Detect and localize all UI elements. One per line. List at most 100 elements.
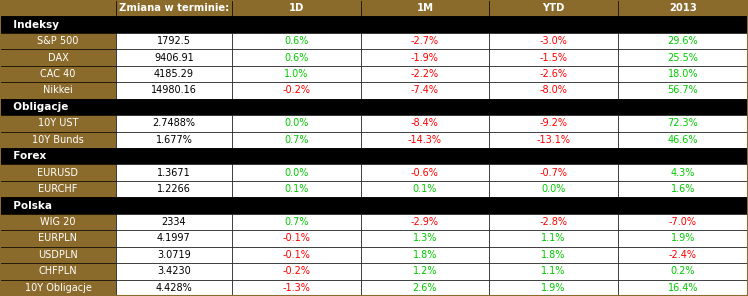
Bar [361,263,489,279]
Bar [489,263,618,279]
Bar [116,181,232,197]
Bar [361,66,489,82]
Bar [116,165,232,181]
Text: -7.4%: -7.4% [411,86,439,95]
Bar [489,279,618,296]
Bar [116,131,232,148]
Text: 1.3671: 1.3671 [157,168,191,178]
Bar [232,82,361,99]
Bar [116,0,232,17]
Bar [618,181,748,197]
Bar [618,66,748,82]
Text: 3.0719: 3.0719 [157,250,191,260]
Bar [489,115,618,131]
Bar [0,165,116,181]
Text: Forex: Forex [6,151,46,161]
Text: -2.8%: -2.8% [539,217,568,227]
Bar [618,33,748,49]
Bar [116,66,232,82]
Text: -0.1%: -0.1% [282,250,310,260]
Bar [361,0,489,17]
Text: 1.8%: 1.8% [542,250,565,260]
Bar [0,66,116,82]
Bar [116,279,232,296]
Bar [361,131,489,148]
Bar [0,181,116,197]
Bar [361,181,489,197]
Bar [116,263,232,279]
Bar [489,49,618,66]
Bar [116,33,232,49]
Bar [489,33,618,49]
Text: 4.428%: 4.428% [156,283,192,293]
Bar [0,131,116,148]
Bar [489,0,618,17]
Text: -13.1%: -13.1% [536,135,571,145]
Text: 4.1997: 4.1997 [157,234,191,243]
Bar [232,131,361,148]
Text: 2013: 2013 [669,3,697,13]
Text: 3.4230: 3.4230 [157,266,191,276]
Text: -2.2%: -2.2% [411,69,439,79]
Bar [0,17,748,33]
Text: 1.1%: 1.1% [542,266,565,276]
Text: 1.6%: 1.6% [671,184,695,194]
Text: CHFPLN: CHFPLN [39,266,77,276]
Text: 1.1%: 1.1% [542,234,565,243]
Bar [618,263,748,279]
Bar [361,214,489,230]
Text: 1M: 1M [417,3,433,13]
Text: Polska: Polska [6,201,52,210]
Text: -8.0%: -8.0% [539,86,568,95]
Bar [232,181,361,197]
Text: 72.3%: 72.3% [667,118,699,128]
Bar [232,263,361,279]
Text: 9406.91: 9406.91 [154,53,194,62]
Bar [618,115,748,131]
Text: 4185.29: 4185.29 [154,69,194,79]
Text: -0.6%: -0.6% [411,168,439,178]
Bar [232,0,361,17]
Text: 1.9%: 1.9% [542,283,565,293]
Text: -14.3%: -14.3% [408,135,442,145]
Bar [489,66,618,82]
Text: DAX: DAX [48,53,68,62]
Text: 0.7%: 0.7% [284,217,308,227]
Bar [0,230,116,247]
Text: 0.0%: 0.0% [284,118,308,128]
Text: 10Y Bunds: 10Y Bunds [32,135,84,145]
Text: 0.2%: 0.2% [671,266,695,276]
Text: 1.2%: 1.2% [413,266,437,276]
Bar [116,230,232,247]
Bar [0,33,116,49]
Bar [0,263,116,279]
Text: -3.0%: -3.0% [539,36,568,46]
Text: 0.6%: 0.6% [284,53,308,62]
Text: 1D: 1D [289,3,304,13]
Text: S&P 500: S&P 500 [37,36,79,46]
Text: EURPLN: EURPLN [38,234,78,243]
Bar [489,181,618,197]
Bar [361,247,489,263]
Bar [361,115,489,131]
Bar [361,230,489,247]
Bar [232,66,361,82]
Bar [116,49,232,66]
Bar [618,0,748,17]
Text: YTD: YTD [542,3,565,13]
Bar [0,279,116,296]
Text: 1792.5: 1792.5 [157,36,191,46]
Text: -1.3%: -1.3% [282,283,310,293]
Text: 0.0%: 0.0% [542,184,565,194]
Bar [232,247,361,263]
Text: 2.6%: 2.6% [413,283,437,293]
Bar [618,131,748,148]
Text: 10Y UST: 10Y UST [38,118,78,128]
Text: 4.3%: 4.3% [671,168,695,178]
Text: -7.0%: -7.0% [669,217,697,227]
Text: 18.0%: 18.0% [668,69,698,79]
Text: -2.9%: -2.9% [411,217,439,227]
Text: 14980.16: 14980.16 [151,86,197,95]
Bar [618,279,748,296]
Text: USDPLN: USDPLN [38,250,78,260]
